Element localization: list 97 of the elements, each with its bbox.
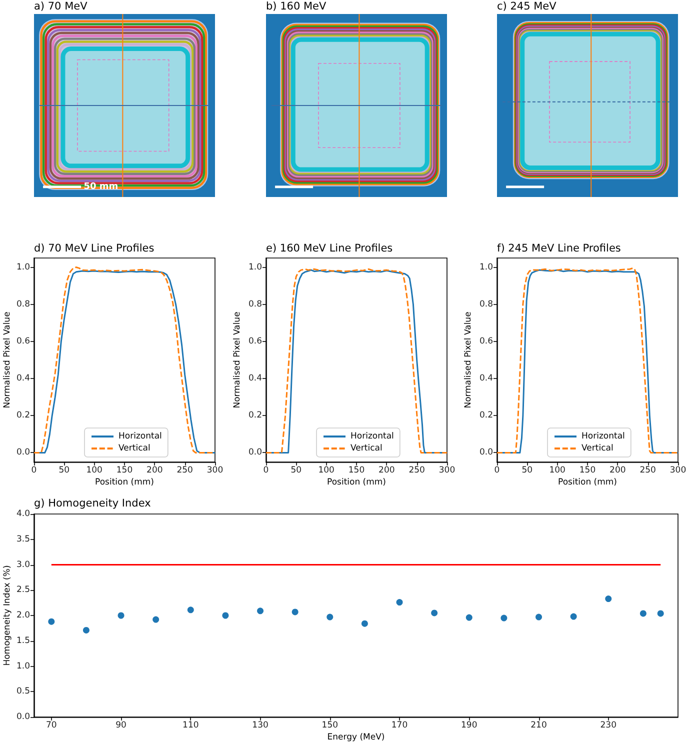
y-tick-label: 0.4 — [479, 374, 493, 384]
x-tick-label: 150 — [322, 720, 338, 730]
y-tick-label: 1.0 — [248, 262, 262, 272]
x-axis-title: Position (mm) — [327, 478, 386, 488]
point — [48, 618, 55, 625]
y-tick-label: 0.8 — [479, 299, 493, 310]
x-tick-label: 100 — [549, 466, 566, 476]
x-tick-label: 110 — [182, 720, 199, 730]
y-tick-label: 0.0 — [16, 448, 30, 458]
point — [187, 606, 194, 614]
legend-label: Vertical — [350, 444, 382, 454]
point — [570, 613, 577, 620]
x-tick-label: 0 — [31, 466, 37, 476]
point — [431, 610, 438, 616]
legend-label: Vertical — [118, 444, 150, 454]
x-tick-label: 50 — [58, 466, 70, 476]
point — [118, 612, 124, 619]
y-tick-label: 0.0 — [248, 448, 262, 458]
x-axis-title: Position (mm) — [95, 478, 154, 488]
point — [222, 612, 229, 619]
x-tick-label: 100 — [318, 466, 334, 476]
y-tick-label: 4.0 — [16, 509, 30, 519]
x-tick-label: 150 — [348, 466, 365, 476]
y-tick-label: 1.0 — [16, 661, 30, 672]
x-tick-label: 70 — [46, 720, 57, 730]
x-tick-label: 50 — [290, 466, 302, 476]
point — [257, 608, 264, 614]
y-tick-label: 0.2 — [479, 410, 493, 421]
x-tick-label: 190 — [461, 720, 478, 730]
point — [82, 626, 90, 634]
chart-title: g) Homogeneity Index — [34, 498, 151, 510]
x-tick-label: 230 — [600, 720, 616, 730]
x-tick-label: 200 — [146, 466, 163, 476]
x-tick-label: 170 — [391, 720, 408, 730]
y-tick-label: 0.8 — [248, 299, 262, 310]
y-axis-title: Homogeneity Index (%) — [2, 565, 12, 666]
y-tick-label: 0.8 — [16, 299, 30, 310]
legend-label: Horizontal — [582, 432, 625, 442]
text: a) 70 MeV — [34, 0, 88, 12]
y-tick-label: 0.0 — [479, 448, 493, 458]
y-tick-label: 0.2 — [248, 410, 262, 421]
chart-title: d) 70 MeV Line Profiles — [34, 242, 154, 254]
y-axis-title: Normalised Pixel Value — [2, 312, 12, 408]
y-tick-label: 0.6 — [248, 336, 262, 346]
x-tick-label: 130 — [252, 720, 268, 730]
point — [657, 610, 664, 617]
chart-title: f) 245 MeV Line Profiles — [497, 242, 621, 254]
x-tick-label: 300 — [206, 466, 224, 476]
y-tick-label: 0.5 — [16, 686, 30, 697]
y-tick-label: 0.2 — [16, 410, 30, 421]
y-axis-title: Normalised Pixel Value — [232, 312, 242, 408]
y-tick-label: 3.0 — [16, 560, 30, 570]
y-tick-label: 0.4 — [248, 374, 262, 384]
y-tick-label: 0.4 — [16, 374, 30, 384]
x-tick-label: 100 — [86, 466, 102, 476]
x-tick-label: 90 — [116, 720, 126, 730]
x-tick-label: 0 — [263, 466, 269, 476]
x-tick-label: 250 — [640, 466, 656, 476]
point — [396, 599, 403, 606]
x-tick-label: 300 — [438, 466, 456, 476]
x-tick-label: 200 — [378, 466, 395, 476]
x-tick-label: 250 — [408, 466, 425, 476]
x-axis-title: Position (mm) — [558, 478, 617, 488]
point — [152, 616, 160, 623]
x-tick-label: 0 — [494, 466, 500, 476]
legend-label: Horizontal — [350, 432, 394, 442]
point — [500, 614, 508, 622]
point — [640, 610, 646, 617]
legend-label: Horizontal — [118, 432, 162, 442]
chart-title: e) 160 MeV Line Profiles — [266, 242, 393, 254]
y-axis-title: Normalised Pixel Value — [464, 312, 474, 408]
y-tick-label: 0.6 — [16, 336, 30, 346]
point — [466, 614, 472, 621]
y-tick-label: 0.0 — [16, 712, 30, 722]
y-tick-label: 2.5 — [16, 585, 30, 596]
x-tick-label: 150 — [579, 466, 596, 476]
y-tick-label: 1.0 — [16, 262, 30, 272]
text: c) 245 MeV — [497, 0, 558, 12]
point — [326, 614, 334, 620]
y-tick-label: 1.0 — [479, 262, 493, 272]
point — [361, 620, 368, 627]
legend-label: Vertical — [582, 444, 614, 454]
x-tick-label: 200 — [610, 466, 626, 476]
point — [605, 596, 612, 602]
x-tick-label: 50 — [522, 466, 533, 476]
point — [536, 614, 542, 620]
point — [292, 608, 298, 616]
x-tick-label: 300 — [670, 466, 686, 476]
y-tick-label: 3.5 — [16, 534, 30, 544]
y-tick-label: 1.5 — [16, 636, 30, 646]
x-tick-label: 210 — [530, 720, 547, 730]
y-tick-label: 0.6 — [479, 336, 493, 346]
x-tick-label: 150 — [116, 466, 133, 476]
y-tick-label: 2.0 — [16, 610, 30, 620]
x-tick-label: 250 — [176, 466, 193, 476]
text: b) 160 MeV — [266, 0, 327, 12]
x-axis-title: Energy (MeV) — [327, 732, 385, 742]
